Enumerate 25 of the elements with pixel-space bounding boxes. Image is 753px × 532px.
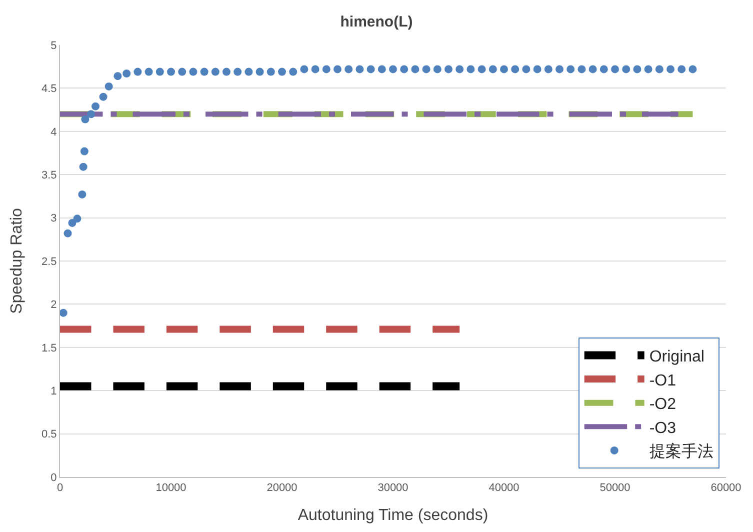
y-tick-label: 0.5 bbox=[42, 428, 57, 441]
legend-label: -O3 bbox=[649, 420, 676, 437]
y-tick-label: 4 bbox=[50, 126, 57, 138]
x-tick-label: 60000 bbox=[710, 482, 742, 494]
legend-label: -O1 bbox=[649, 372, 676, 390]
y-tick-label: 2 bbox=[50, 299, 57, 312]
y-tick-label: 3 bbox=[50, 212, 57, 225]
x-tick-label: 10000 bbox=[156, 482, 186, 494]
x-tick-label: 40000 bbox=[488, 482, 520, 494]
y-tick-label: 3.5 bbox=[42, 169, 57, 182]
x-tick-label: 20000 bbox=[266, 482, 298, 494]
y-tick-label: 5 bbox=[50, 40, 57, 52]
y-tick-label: 1.5 bbox=[42, 342, 57, 354]
x-axis-title: Autotuning Time (seconds) bbox=[298, 506, 488, 524]
y-tick-label: 2.5 bbox=[42, 256, 57, 268]
x-tick-label: 30000 bbox=[378, 482, 408, 494]
y-axis-title: Speedup Ratio bbox=[8, 208, 26, 314]
x-tick-label: 50000 bbox=[600, 482, 630, 494]
y-tick-label: 0 bbox=[50, 472, 57, 484]
chart-title: himeno(L) bbox=[340, 13, 413, 30]
legend-label: -O2 bbox=[649, 396, 676, 414]
y-tick-label: 1 bbox=[50, 385, 57, 398]
y-tick-label: 4.5 bbox=[42, 83, 57, 96]
legend-label: 提案手法 bbox=[649, 442, 714, 461]
legend-label: Original bbox=[649, 348, 704, 366]
